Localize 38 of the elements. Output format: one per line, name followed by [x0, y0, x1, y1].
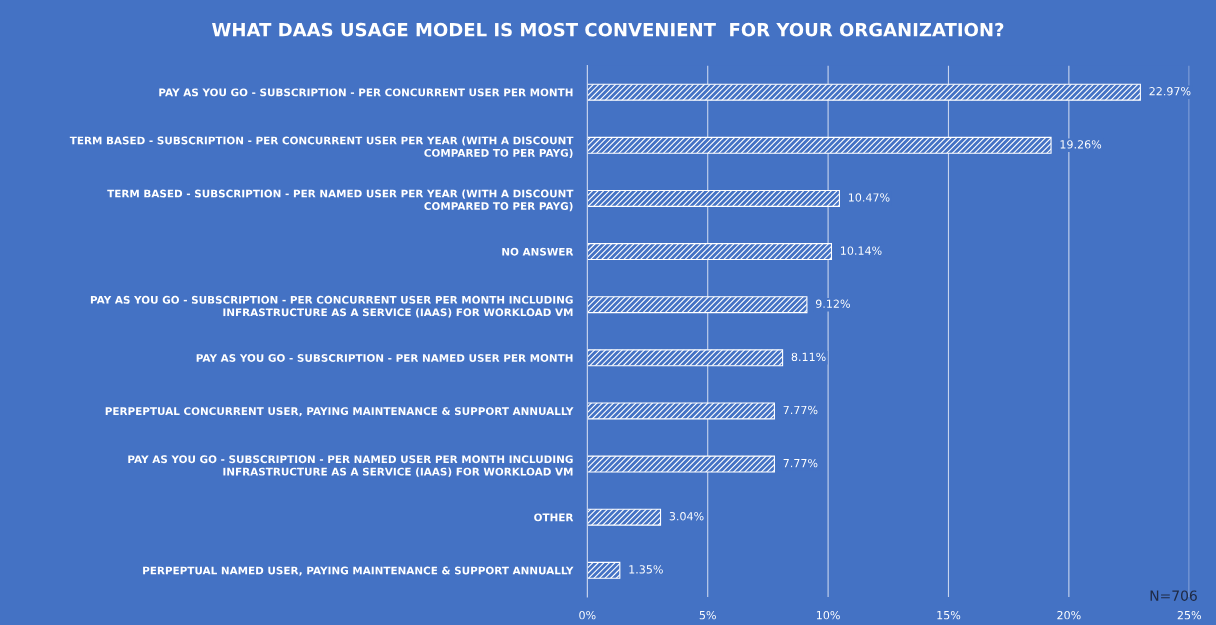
y-tick-label: PERPEPTUAL CONCURRENT USER, PAYING MAINTENANCE & SUPPORT ANNUALLY — [105, 407, 574, 417]
annotation: N=706 — [1150, 590, 1197, 601]
data-label: 10.47% — [848, 193, 890, 202]
x-tick-label: 25% — [1177, 610, 1201, 620]
y-tick-label: OTHER — [534, 513, 574, 522]
bar — [587, 402, 775, 420]
y-tick-label: PAY AS YOU GO - SUBSCRIPTION - PER NAMED USER PER MONTH INCLUDING INFRASTRUCTURE AS A SERVICE (IAAS) FOR WORKLOAD VM — [128, 455, 573, 477]
bar — [587, 349, 784, 367]
bar — [587, 455, 775, 473]
y-tick-label: PERPEPTUAL NAMED USER, PAYING MAINTENANCE & SUPPORT ANNUALLY — [143, 566, 574, 576]
y-tick-label: PAY AS YOU GO - SUBSCRIPTION - PER CONCURRENT USER PER MONTH — [159, 88, 573, 97]
data-label: 7.77% — [783, 458, 818, 468]
chart-title: WHAT DAAS USAGE MODEL IS MOST CONVENIENT FOR YOUR ORGANIZATION? — [212, 22, 1004, 37]
x-tick-label: 20% — [1057, 610, 1081, 620]
x-tick-label: 5% — [699, 610, 716, 620]
data-label: 19.26% — [1060, 140, 1102, 149]
bar — [587, 508, 662, 526]
bar — [587, 561, 621, 579]
y-tick-label: TERM BASED - SUBSCRIPTION - PER NAMED USER PER YEAR (WITH A DISCOUNT COMPARED TO PER PAYG) — [107, 189, 574, 212]
bar — [587, 136, 1052, 154]
data-label: 3.04% — [669, 512, 704, 521]
x-tick-label: 10% — [816, 610, 840, 620]
data-label: 22.97% — [1149, 87, 1191, 96]
y-tick-label: TERM BASED - SUBSCRIPTION - PER CONCURRENT USER PER YEAR (WITH A DISCOUNT COMPARED TO PER PAYG) — [69, 136, 574, 159]
bar — [587, 83, 1141, 101]
y-tick-label: PAY AS YOU GO - SUBSCRIPTION - PER CONCURRENT USER PER MONTH INCLUDING INFRASTRUCTURE AS A SERVICE (IAAS) FOR WORKLOAD VM — [90, 295, 573, 318]
x-tick-label: 15% — [937, 610, 961, 620]
x-tick-label: 0% — [579, 610, 596, 620]
bar — [587, 296, 808, 314]
bar — [587, 243, 833, 261]
bar — [587, 189, 840, 207]
y-tick-label: PAY AS YOU GO - SUBSCRIPTION - PER NAMED USER PER MONTH — [196, 354, 573, 362]
data-label: 1.35% — [629, 565, 663, 574]
data-label: 7.77% — [783, 405, 818, 415]
data-label: 10.14% — [841, 246, 882, 255]
data-label: 8.11% — [791, 352, 826, 362]
data-label: 9.12% — [815, 299, 850, 308]
y-tick-label: NO ANSWER — [502, 247, 574, 256]
